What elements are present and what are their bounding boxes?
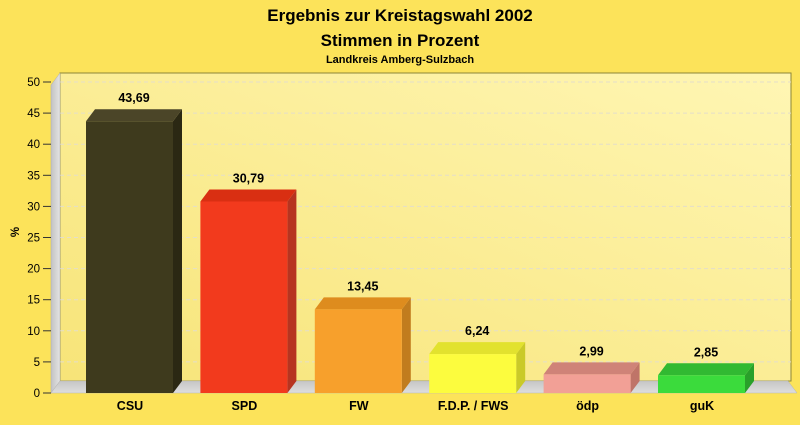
bar-side-face [516,342,526,393]
bar-top-face [200,189,297,202]
x-category-label: F.D.P. / FWS [438,399,509,413]
y-tick-label: 25 [27,233,40,245]
y-tick-label: 20 [27,264,40,276]
bar-SPD [200,189,297,393]
bar-FW [314,297,411,393]
bar-front-face [200,201,288,393]
y-tick-label: 30 [27,201,40,213]
bar-top-face [86,109,182,122]
bar-value-label: 30,79 [233,171,264,185]
bar-top-face [429,342,526,355]
x-category-label: ödp [576,399,599,413]
bar-value-label: 2,99 [579,344,603,358]
y-axis-label: % [10,227,22,237]
y-tick-label: 10 [27,326,40,338]
y-tick-label: 15 [27,295,40,307]
bar-side-face [401,297,411,393]
y-tick-label: 50 [27,77,40,89]
bar-F.D.P. / FWS [429,342,526,393]
x-category-label: SPD [232,399,258,413]
bar-top-face [314,297,411,310]
bar-value-label: 13,45 [347,279,378,293]
bar-value-label: 43,69 [118,91,149,105]
x-category-label: CSU [117,399,143,413]
bar-top-face [543,362,640,375]
bar-front-face [543,374,631,393]
chart-title: Ergebnis zur Kreistagswahl 2002 [267,6,533,25]
bar-side-face [287,189,297,393]
y-tick-label: 45 [27,108,40,120]
y-tick-label: 0 [34,388,40,400]
bar-front-face [86,121,173,393]
bar-front-face [314,309,402,393]
bar-side-face [745,363,754,393]
bar-value-label: 6,24 [465,324,489,338]
bar-side-face [630,362,640,393]
y-tick-label: 5 [34,357,40,369]
bar-front-face [658,375,745,393]
x-category-label: FW [349,399,369,413]
bar-CSU [86,109,182,393]
y-tick-label: 35 [27,170,40,182]
bar-ödp [543,362,640,393]
plot-left-wall [50,72,61,394]
chart-subtitle: Stimmen in Prozent [320,31,480,50]
bar-value-label: 2,85 [694,345,718,359]
bar-side-face [173,109,182,393]
x-category-label: guK [690,399,714,413]
bar-front-face [429,354,517,393]
bar-top-face [658,363,754,376]
y-tick-label: 40 [27,139,40,151]
chart-caption: Landkreis Amberg-Sulzbach [325,54,475,66]
bar-guK [658,363,754,393]
